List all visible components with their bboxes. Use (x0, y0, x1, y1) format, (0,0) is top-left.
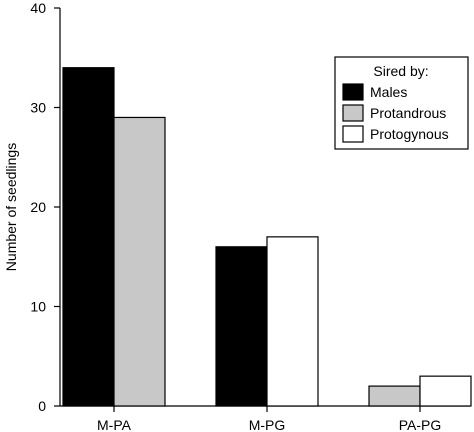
bars (62, 67, 472, 407)
legend-label: Protandrous (370, 105, 446, 121)
x-tick-label: M-PA (97, 417, 132, 432)
legend-label: Protogynous (370, 126, 449, 142)
y-axis-title: Number of seedlings (3, 143, 19, 271)
bar-m-pg-males (215, 246, 268, 407)
x-tick-label: PA-PG (399, 417, 442, 432)
legend: Sired by: Males Protandrous Protogynous (334, 56, 469, 150)
y-tick-label: 40 (30, 0, 46, 16)
bar-m-pa-males (62, 67, 115, 407)
y-tick-label: 20 (30, 199, 46, 215)
legend-swatch (342, 104, 364, 122)
bar-pa-pg-protogynous (419, 375, 472, 407)
y-tick-label: 30 (30, 100, 46, 116)
legend-swatch (342, 83, 364, 101)
tick-labels: 0 10 20 30 40 M-PA M-PG PA-PG (30, 0, 441, 432)
y-tick-label: 0 (38, 398, 46, 414)
x-tick-label: M-PG (249, 417, 286, 432)
legend-label: Males (370, 84, 407, 100)
legend-swatch (342, 125, 364, 143)
bar-pa-pg-protandrous (368, 385, 421, 407)
bar-m-pg-protogynous (266, 236, 319, 407)
legend-title: Sired by: (373, 63, 428, 79)
y-tick-label: 10 (30, 299, 46, 315)
bar-m-pa-protandrous (113, 116, 166, 407)
